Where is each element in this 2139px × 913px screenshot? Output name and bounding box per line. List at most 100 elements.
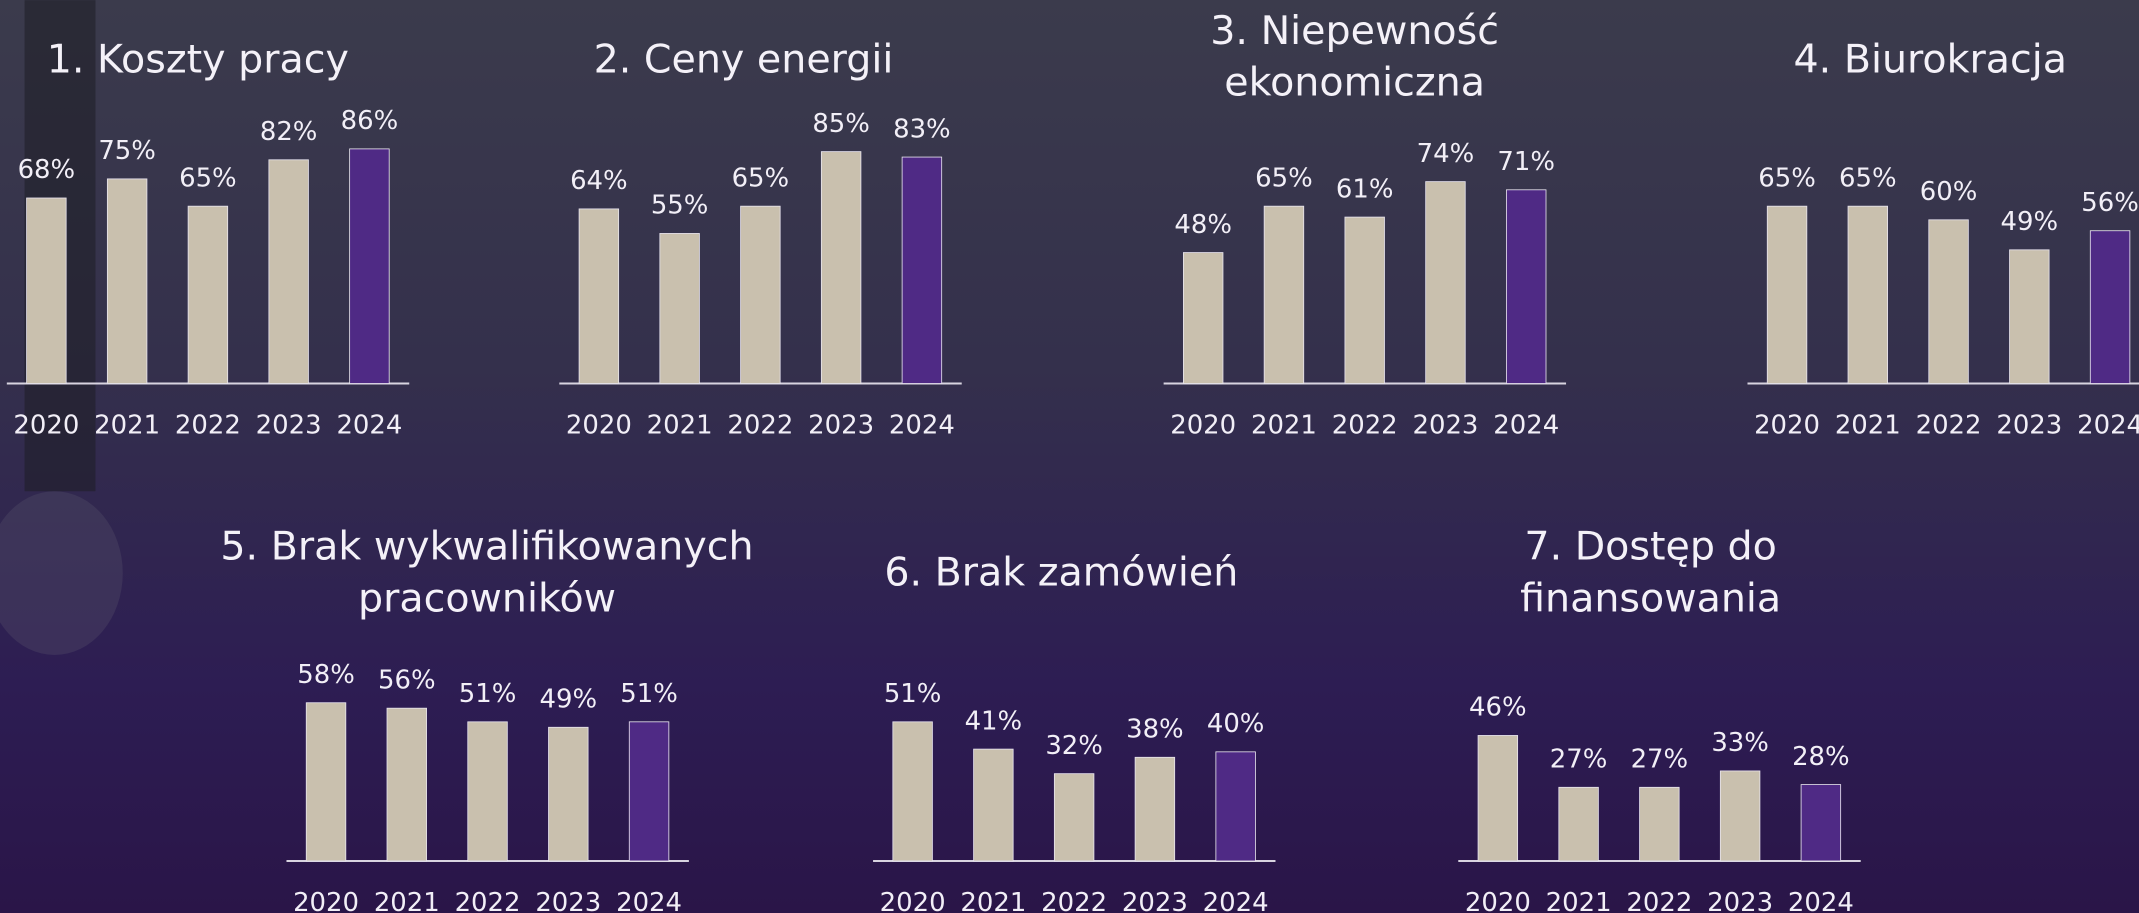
bar	[1264, 206, 1304, 383]
x-tick-label: 2024	[2077, 410, 2139, 440]
bar	[893, 722, 933, 861]
value-label: 74%	[1417, 139, 1475, 169]
bar	[1345, 217, 1385, 383]
chart-title: 4. Biurokracja	[1739, 33, 2121, 85]
value-label: 27%	[1631, 745, 1689, 775]
charts: 1. Koszty pracy68%202075%202165%202282%2…	[0, 0, 2139, 913]
value-label: 60%	[1920, 177, 1978, 207]
x-tick-label: 2024	[616, 888, 682, 913]
value-label: 56%	[378, 665, 436, 695]
value-label: 58%	[297, 660, 355, 690]
bar	[1848, 206, 1888, 383]
page: 1. Koszty pracy68%202075%202165%202282%2…	[0, 0, 2139, 913]
bar	[468, 722, 508, 861]
x-tick-label: 2021	[94, 410, 160, 440]
x-tick-label: 2020	[1754, 410, 1820, 440]
x-tick-label: 2020	[880, 888, 946, 913]
bar	[350, 149, 390, 384]
x-tick-label: 2021	[374, 888, 440, 913]
x-tick-label: 2022	[455, 888, 521, 913]
bar	[660, 233, 700, 383]
title-box: 1. Koszty pracy	[7, 33, 389, 142]
bar	[1720, 771, 1760, 861]
x-tick-label: 2021	[1546, 888, 1612, 913]
chart-title: 3. Niepewność ekonomiczna	[1177, 4, 1532, 108]
x-tick-label: 2024	[1203, 888, 1269, 913]
bar	[1506, 190, 1546, 384]
value-label: 48%	[1174, 210, 1232, 240]
x-tick-label: 2022	[175, 410, 241, 440]
chart-title: 6. Brak zamówień	[857, 546, 1266, 598]
x-tick-label: 2024	[1788, 888, 1854, 913]
x-tick-label: 2020	[13, 410, 79, 440]
title-box: 6. Brak zamówień	[857, 546, 1266, 655]
value-label: 28%	[1792, 742, 1850, 772]
value-label: 51%	[884, 679, 942, 709]
x-tick-label: 2024	[1493, 410, 1559, 440]
bar	[1216, 752, 1256, 861]
x-tick-label: 2023	[1122, 888, 1188, 913]
chart-title: 2. Ceny energii	[552, 33, 934, 85]
x-tick-label: 2023	[1412, 410, 1478, 440]
x-tick-label: 2022	[727, 410, 793, 440]
value-label: 71%	[1497, 147, 1555, 177]
bar	[741, 206, 781, 383]
chart-title: 1. Koszty pracy	[7, 33, 389, 85]
value-label: 65%	[179, 163, 237, 193]
value-label: 61%	[1336, 174, 1394, 204]
bar	[1478, 735, 1518, 861]
value-label: 27%	[1550, 745, 1608, 775]
chart-title: 7. Dostęp do finansowania	[1494, 520, 1808, 624]
x-tick-label: 2022	[1626, 888, 1692, 913]
x-tick-label: 2023	[535, 888, 601, 913]
x-tick-label: 2022	[1041, 888, 1107, 913]
bar	[387, 708, 427, 861]
value-label: 33%	[1711, 728, 1769, 758]
bar	[629, 722, 669, 861]
bar	[1183, 253, 1223, 384]
bar	[1426, 182, 1466, 384]
value-label: 65%	[1758, 163, 1816, 193]
value-label: 56%	[2081, 188, 2139, 218]
value-label: 49%	[2001, 207, 2059, 237]
x-tick-label: 2020	[1465, 888, 1531, 913]
bar	[269, 160, 309, 384]
x-tick-label: 2023	[1707, 888, 1773, 913]
x-tick-label: 2021	[647, 410, 713, 440]
value-label: 51%	[620, 679, 678, 709]
bar	[1135, 757, 1175, 861]
x-tick-label: 2020	[566, 410, 632, 440]
x-tick-label: 2024	[889, 410, 955, 440]
bar	[902, 157, 942, 383]
bar	[188, 206, 228, 383]
x-tick-label: 2020	[293, 888, 359, 913]
title-box: 3. Niepewność ekonomiczna	[1177, 4, 1532, 113]
title-box: 4. Biurokracja	[1739, 33, 2121, 142]
x-tick-label: 2022	[1332, 410, 1398, 440]
bar	[1801, 785, 1841, 861]
chart-title: 5. Brak wykwalifikowanych pracowników	[201, 520, 774, 624]
value-label: 65%	[1255, 163, 1313, 193]
bar	[2010, 250, 2050, 384]
value-label: 64%	[570, 166, 628, 196]
title-box: 5. Brak wykwalifikowanych pracowników	[201, 520, 774, 629]
value-label: 65%	[732, 163, 790, 193]
value-label: 32%	[1045, 731, 1103, 761]
value-label: 85%	[812, 109, 870, 139]
bar	[306, 703, 346, 861]
value-label: 65%	[1839, 163, 1897, 193]
bar	[1559, 787, 1599, 861]
value-label: 55%	[651, 191, 709, 221]
value-label: 86%	[341, 106, 399, 136]
bar	[27, 198, 67, 384]
bar	[821, 152, 861, 384]
bar	[974, 749, 1014, 861]
x-tick-label: 2023	[808, 410, 874, 440]
title-box: 7. Dostęp do finansowania	[1494, 520, 1808, 629]
bar	[1054, 774, 1094, 861]
x-tick-label: 2022	[1916, 410, 1982, 440]
bar	[107, 179, 147, 384]
x-tick-label: 2023	[256, 410, 322, 440]
x-tick-label: 2021	[1835, 410, 1901, 440]
whistle	[0, 491, 123, 655]
